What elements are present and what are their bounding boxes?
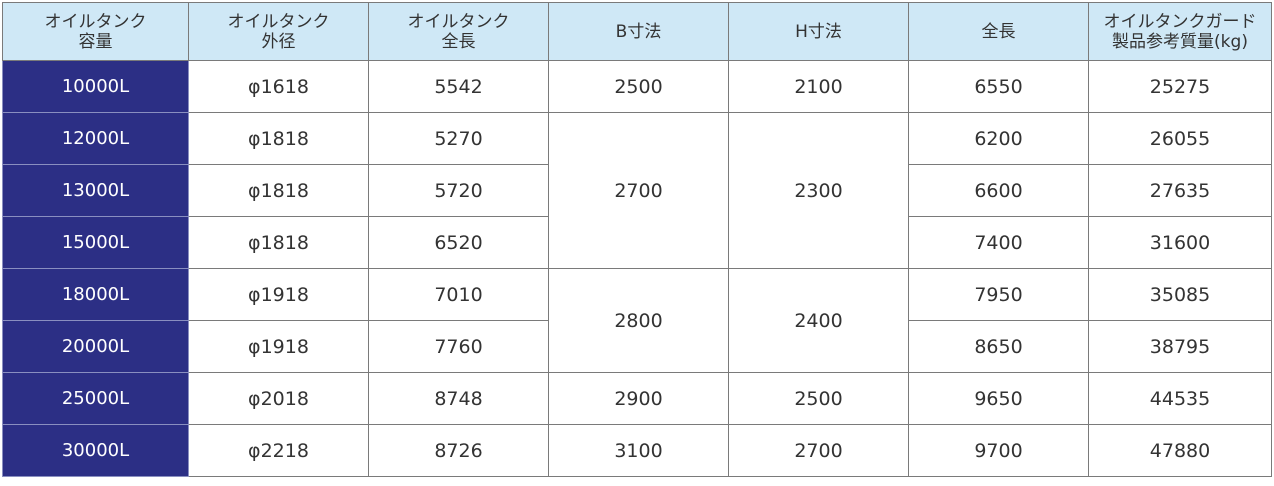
diameter-cell: φ1918 <box>188 320 369 373</box>
b-cell: 2500 <box>548 60 729 113</box>
capacity-cell: 30000L <box>2 424 189 477</box>
header-mass: オイルタンクガード 製品参考質量(kg) <box>1088 2 1272 61</box>
capacity-cell: 13000L <box>2 164 189 217</box>
total-length-cell: 9650 <box>908 372 1089 425</box>
b-cell: 2700 <box>548 112 729 269</box>
header-capacity: オイルタンク 容量 <box>2 2 189 61</box>
length-cell: 8726 <box>368 424 549 477</box>
b-cell: 3100 <box>548 424 729 477</box>
oil-tank-spec-table: オイルタンク 容量 オイルタンク 外径 オイルタンク 全長 B寸法 H寸法 全長 オイ… <box>2 2 1272 477</box>
diameter-cell: φ1918 <box>188 268 369 321</box>
table-row: 12000L φ1818 5270 2700 2300 6200 26055 <box>2 112 1272 269</box>
capacity-cell: 15000L <box>2 216 189 269</box>
header-h: H寸法 <box>728 2 909 61</box>
total-length-cell: 6200 <box>908 112 1089 165</box>
capacity-cell: 10000L <box>2 60 189 113</box>
mass-cell: 26055 <box>1088 112 1272 165</box>
length-cell: 7760 <box>368 320 549 373</box>
b-cell: 2900 <box>548 372 729 425</box>
total-length-cell: 7400 <box>908 216 1089 269</box>
capacity-cell: 20000L <box>2 320 189 373</box>
mass-cell: 27635 <box>1088 164 1272 217</box>
table-row: 10000L φ1618 5542 2500 2100 6550 25275 <box>2 60 1272 113</box>
h-cell: 2400 <box>728 268 909 373</box>
h-cell: 2300 <box>728 112 909 269</box>
table-row: 15000L φ1818 6520 7400 31600 <box>2 216 1272 269</box>
mass-cell: 38795 <box>1088 320 1272 373</box>
header-row: オイルタンク 容量 オイルタンク 外径 オイルタンク 全長 B寸法 H寸法 全長 オイ… <box>2 2 1272 61</box>
length-cell: 8748 <box>368 372 549 425</box>
h-cell: 2700 <box>728 424 909 477</box>
h-cell: 2100 <box>728 60 909 113</box>
header-tank-length: オイルタンク 全長 <box>368 2 549 61</box>
length-cell: 6520 <box>368 216 549 269</box>
diameter-cell: φ1818 <box>188 164 369 217</box>
header-b: B寸法 <box>548 2 729 61</box>
table-row: 18000L φ1918 7010 2800 2400 7950 35085 <box>2 268 1272 373</box>
capacity-cell: 18000L <box>2 268 189 321</box>
b-cell: 2800 <box>548 268 729 373</box>
capacity-cell: 25000L <box>2 372 189 425</box>
total-length-cell: 6550 <box>908 60 1089 113</box>
header-diameter: オイルタンク 外径 <box>188 2 369 61</box>
mass-cell: 31600 <box>1088 216 1272 269</box>
header-total-length: 全長 <box>908 2 1089 61</box>
diameter-cell: φ1818 <box>188 216 369 269</box>
diameter-cell: φ2218 <box>188 424 369 477</box>
length-cell: 7010 <box>368 268 549 321</box>
diameter-cell: φ1818 <box>188 112 369 165</box>
total-length-cell: 7950 <box>908 268 1089 321</box>
table-row: 30000L φ2218 8726 3100 2700 9700 47880 <box>2 424 1272 477</box>
table-row: 25000L φ2018 8748 2900 2500 9650 44535 <box>2 372 1272 425</box>
total-length-cell: 9700 <box>908 424 1089 477</box>
mass-cell: 25275 <box>1088 60 1272 113</box>
length-cell: 5542 <box>368 60 549 113</box>
mass-cell: 35085 <box>1088 268 1272 321</box>
h-cell: 2500 <box>728 372 909 425</box>
length-cell: 5270 <box>368 112 549 165</box>
total-length-cell: 6600 <box>908 164 1089 217</box>
diameter-cell: φ1618 <box>188 60 369 113</box>
capacity-cell: 12000L <box>2 112 189 165</box>
total-length-cell: 8650 <box>908 320 1089 373</box>
diameter-cell: φ2018 <box>188 372 369 425</box>
length-cell: 5720 <box>368 164 549 217</box>
table-row: 20000L φ1918 7760 8650 38795 <box>2 320 1272 373</box>
mass-cell: 44535 <box>1088 372 1272 425</box>
table-row: 13000L φ1818 5720 6600 27635 <box>2 164 1272 217</box>
mass-cell: 47880 <box>1088 424 1272 477</box>
